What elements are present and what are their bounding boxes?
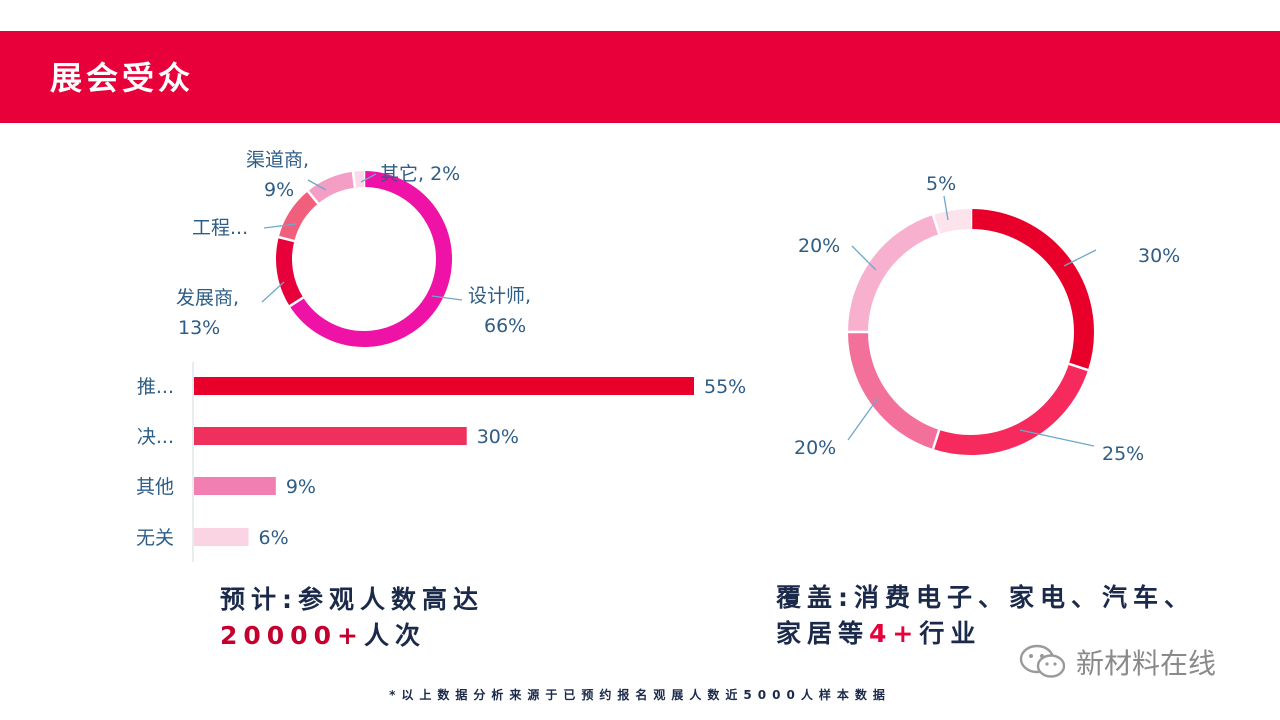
leader-line (851, 245, 877, 271)
leader-line (847, 397, 879, 441)
data-label: 设计师, (468, 285, 531, 307)
header-bar (0, 31, 1280, 123)
slice-separator (931, 214, 941, 235)
data-label: 66% (484, 315, 526, 337)
slice-separator (1068, 362, 1089, 372)
donut-slice (970, 209, 1094, 371)
bar-category-label: 其他 (136, 476, 174, 498)
bar (194, 377, 694, 395)
bar-value-label: 30% (477, 426, 519, 448)
slice-separator (931, 429, 941, 450)
bar (194, 528, 249, 546)
donut-slice (276, 237, 304, 307)
leader-line (1063, 249, 1097, 267)
bar-category-label: 无关 (136, 527, 174, 549)
footnote: *以上数据分析来源于已预约报名观展人数近5000人样本数据 (389, 688, 891, 702)
donut-slice (848, 331, 940, 449)
data-label: 13% (178, 317, 220, 339)
slice-separator (351, 171, 357, 188)
data-label: 20% (794, 437, 836, 459)
summary-industries-post: 行业 (919, 619, 982, 648)
watermark: 新材料在线 (1018, 642, 1216, 682)
donut-slice (307, 171, 356, 204)
summary-visitors-line2: 20000+人次 (220, 618, 484, 654)
visitor-count-suffix: 人次 (363, 621, 426, 650)
watermark-text: 新材料在线 (1076, 647, 1217, 680)
data-label: 9% (264, 179, 294, 201)
summary-industries: 覆盖:消费电子、家电、汽车、 家居等4+行业 (776, 580, 1195, 652)
leader-line (263, 223, 297, 229)
bar-value-label: 9% (286, 476, 316, 498)
leader-line (307, 179, 327, 191)
bar (194, 477, 276, 495)
data-label: 渠道商, (246, 149, 309, 171)
summary-visitors-line1: 预计:参观人数高达 (220, 585, 484, 614)
leader-line (1019, 429, 1095, 447)
visitor-count: 20000+ (220, 621, 364, 650)
donut-slice (289, 171, 452, 347)
donut-slice (848, 215, 940, 333)
slice-separator (289, 296, 304, 308)
donut-slice (932, 209, 972, 235)
summary-industries-line1: 覆盖:消费电子、家电、汽车、 (776, 583, 1195, 612)
data-label: 30% (1138, 245, 1180, 267)
data-label: 20% (798, 235, 840, 257)
summary-industries-line2: 家居等4+行业 (776, 616, 1195, 652)
bar-category-label: 决... (137, 426, 174, 448)
donut-slice (278, 191, 319, 242)
slice-separator (278, 235, 295, 243)
leader-line (431, 295, 463, 301)
leader-line (360, 173, 377, 183)
data-label: 25% (1102, 443, 1144, 465)
page-title: 展会受众 (50, 59, 195, 97)
summary-visitors: 预计:参观人数高达 20000+人次 (220, 582, 484, 654)
slice-separator (306, 190, 320, 205)
industry-count: 4+ (869, 619, 920, 648)
data-label: 其它, 2% (380, 163, 460, 185)
donut-slice (932, 363, 1088, 455)
bar-value-label: 6% (259, 527, 289, 549)
leader-line (943, 195, 949, 221)
bar-category-label: 推... (137, 376, 174, 398)
data-label: 工程... (192, 217, 248, 239)
wechat-icon (1019, 644, 1066, 678)
data-label: 5% (926, 173, 956, 195)
bar-value-label: 55% (704, 376, 746, 398)
bar (194, 427, 467, 445)
leader-line (261, 281, 285, 303)
data-label: 发展商, (176, 287, 239, 309)
summary-industries-pre: 家居等 (776, 619, 870, 648)
